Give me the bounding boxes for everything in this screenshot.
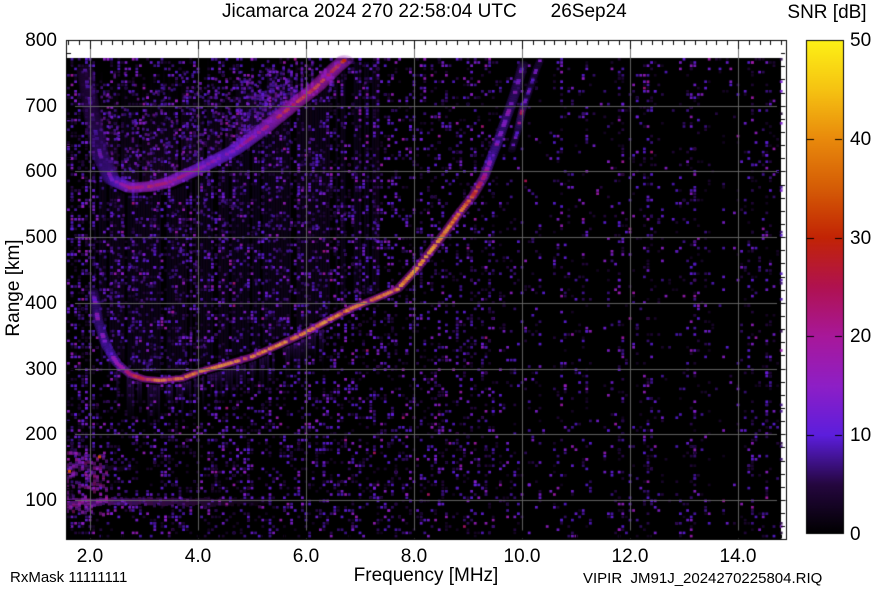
- rx-mask-label: RxMask 11111111: [10, 569, 128, 586]
- y-axis-label: Range [km]: [3, 239, 24, 337]
- x-tick-label: 14.0: [719, 546, 757, 567]
- colorbar-tick-label: 10: [850, 425, 872, 447]
- y-tick-label: 500: [25, 227, 57, 249]
- x-tick-label: 12.0: [611, 546, 649, 567]
- plot-date: 26Sep24: [550, 1, 627, 22]
- colorbar-tick-label: 0: [850, 524, 861, 545]
- y-tick-label: 800: [25, 29, 57, 51]
- y-tick-label: 400: [25, 292, 57, 314]
- x-tick-label: 2.0: [76, 546, 104, 567]
- y-tick-label: 200: [25, 424, 57, 446]
- y-tick-label: 600: [25, 161, 57, 183]
- y-tick-label: 700: [25, 95, 57, 117]
- x-axis-label: Frequency [MHz]: [353, 565, 499, 586]
- data-file-label: VIPIR JM91J_2024270225804.RIQ: [583, 570, 823, 587]
- x-tick-label: 8.0: [400, 546, 428, 567]
- colorbar-tick-label: 40: [850, 128, 872, 150]
- y-tick-label: 100: [25, 490, 57, 511]
- colorbar-tick-label: 50: [850, 30, 872, 51]
- x-tick-label: 6.0: [292, 546, 320, 567]
- plot-header: Jicamarca 2024 270 22:58:04 UTC 26Sep24: [222, 1, 627, 23]
- y-tick-label: 300: [25, 358, 57, 380]
- colorbar-title: SNR [dB]: [787, 2, 867, 23]
- x-tick-label: 10.0: [503, 546, 541, 567]
- plot-title: Jicamarca 2024 270 22:58:04 UTC: [222, 1, 517, 22]
- colorbar-tick-label: 30: [850, 227, 872, 249]
- colorbar-tick-label: 20: [850, 326, 872, 348]
- x-tick-label: 4.0: [184, 546, 212, 567]
